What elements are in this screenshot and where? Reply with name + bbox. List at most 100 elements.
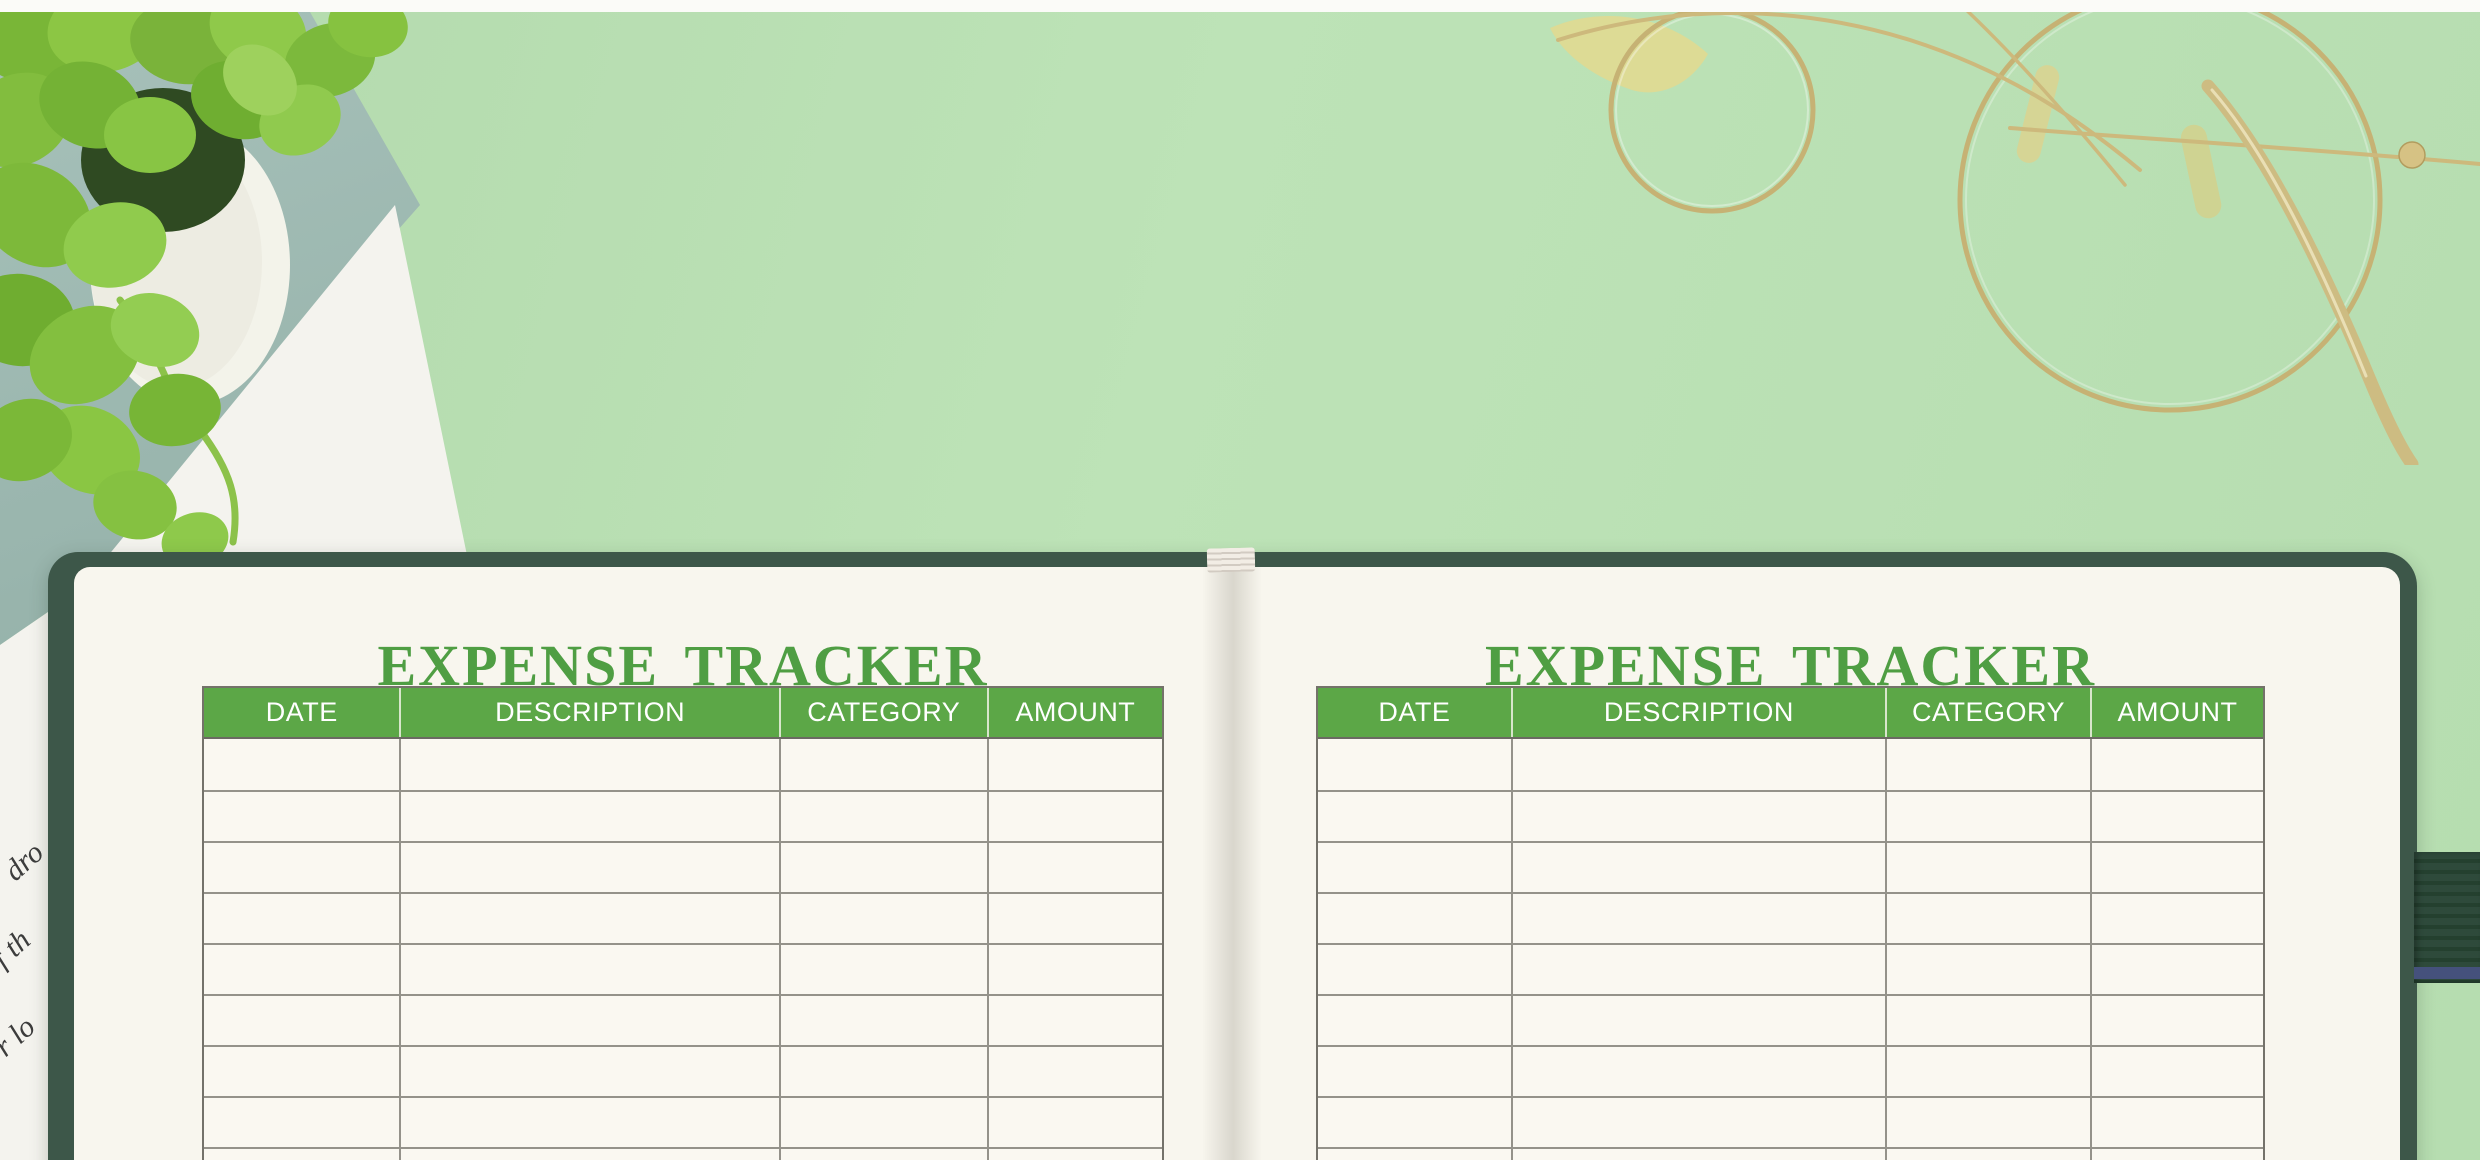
table-cell — [399, 792, 778, 841]
table-cell — [1884, 1098, 2090, 1147]
table-cell — [2090, 894, 2263, 943]
table-cell — [399, 894, 778, 943]
table-cell — [778, 894, 987, 943]
table-cell — [1884, 792, 2090, 841]
table-cell — [986, 1149, 1162, 1160]
table-cell — [399, 1047, 778, 1096]
table-cell — [778, 945, 987, 994]
expense-table-left: DATE DESCRIPTION CATEGORY AMOUNT — [202, 686, 1164, 1160]
table-cell — [1884, 739, 2090, 790]
table-cell — [2090, 945, 2263, 994]
table-cell — [1318, 843, 1511, 892]
glasses-nose-pad — [2180, 124, 2222, 219]
table-cell — [2090, 843, 2263, 892]
top-edge-strip — [0, 0, 2480, 12]
table-cell — [204, 996, 399, 1045]
table-cell — [1318, 1149, 1511, 1160]
table-cell — [1318, 996, 1511, 1045]
table-cell — [1318, 1047, 1511, 1096]
table-cell — [1884, 1047, 2090, 1096]
glasses-nose-pad — [2016, 65, 2060, 163]
table-cell — [1510, 894, 1885, 943]
column-header-description: DESCRIPTION — [399, 688, 778, 737]
table-cell — [778, 996, 987, 1045]
table-cell — [986, 894, 1162, 943]
table-cell — [986, 843, 1162, 892]
table-cell — [1884, 843, 2090, 892]
table-cell — [778, 739, 987, 790]
table-cell — [1884, 894, 2090, 943]
table-row — [204, 790, 1162, 841]
table-row — [1318, 943, 2263, 994]
table-row — [1318, 739, 2263, 790]
table-row — [204, 892, 1162, 943]
table-row — [1318, 892, 2263, 943]
table-cell — [1318, 739, 1511, 790]
table-cell — [986, 792, 1162, 841]
table-cell — [399, 996, 778, 1045]
table-cell — [1510, 843, 1885, 892]
table-cell — [399, 1098, 778, 1147]
table-row — [204, 994, 1162, 1045]
column-header-category: CATEGORY — [778, 688, 987, 737]
table-cell — [2090, 1098, 2263, 1147]
table-cell — [204, 1149, 399, 1160]
table-cell — [1510, 1047, 1885, 1096]
table-cell — [204, 739, 399, 790]
table-cell — [1318, 894, 1511, 943]
table-cell — [1884, 945, 2090, 994]
table-row — [204, 1096, 1162, 1147]
elastic-band — [2414, 852, 2480, 983]
table-cell — [778, 1047, 987, 1096]
table-cell — [778, 792, 987, 841]
table-cell — [1884, 996, 2090, 1045]
table-row — [204, 943, 1162, 994]
table-cell — [986, 1047, 1162, 1096]
table-header-row: DATE DESCRIPTION CATEGORY AMOUNT — [1318, 688, 2263, 739]
book-text-fragment: f th — [0, 923, 37, 974]
table-cell — [1884, 1149, 2090, 1160]
column-header-description: DESCRIPTION — [1510, 688, 1885, 737]
glasses-temple-wires — [1556, 2, 2480, 465]
column-header-date: DATE — [265, 697, 338, 727]
table-row — [204, 841, 1162, 892]
table-cell — [399, 1149, 778, 1160]
table-cell — [204, 843, 399, 892]
table-cell — [204, 1047, 399, 1096]
table-cell — [399, 739, 778, 790]
table-cell — [1510, 792, 1885, 841]
table-row — [204, 1045, 1162, 1096]
elastic-band-stripe — [2414, 967, 2480, 979]
column-header-amount: AMOUNT — [2090, 688, 2263, 737]
glasses-bead — [2398, 141, 2426, 169]
table-row — [1318, 1045, 2263, 1096]
table-cell — [1318, 945, 1511, 994]
table-cell — [986, 1098, 1162, 1147]
table-cell — [399, 945, 778, 994]
eyeglasses-decor — [1550, 0, 2480, 465]
table-cell — [1318, 1098, 1511, 1147]
table-cell — [986, 739, 1162, 790]
table-cell — [2090, 996, 2263, 1045]
table-cell — [778, 1149, 987, 1160]
column-header-date: DATE — [1378, 697, 1451, 727]
expense-table-right: DATE DESCRIPTION CATEGORY AMOUNT — [1316, 686, 2265, 1160]
table-cell — [1510, 996, 1885, 1045]
spine-tab — [1206, 547, 1256, 573]
table-cell — [1510, 1149, 1885, 1160]
table-row — [204, 1147, 1162, 1160]
table-cell — [204, 894, 399, 943]
table-cell — [1510, 945, 1885, 994]
table-cell — [2090, 1047, 2263, 1096]
table-cell — [986, 996, 1162, 1045]
table-cell — [399, 843, 778, 892]
table-row — [1318, 841, 2263, 892]
table-header-row: DATE DESCRIPTION CATEGORY AMOUNT — [204, 688, 1162, 739]
table-cell — [204, 1098, 399, 1147]
column-header-category: CATEGORY — [1884, 688, 2090, 737]
table-cell — [2090, 1149, 2263, 1160]
table-cell — [1510, 739, 1885, 790]
table-cell — [1510, 1098, 1885, 1147]
table-cell — [1318, 792, 1511, 841]
